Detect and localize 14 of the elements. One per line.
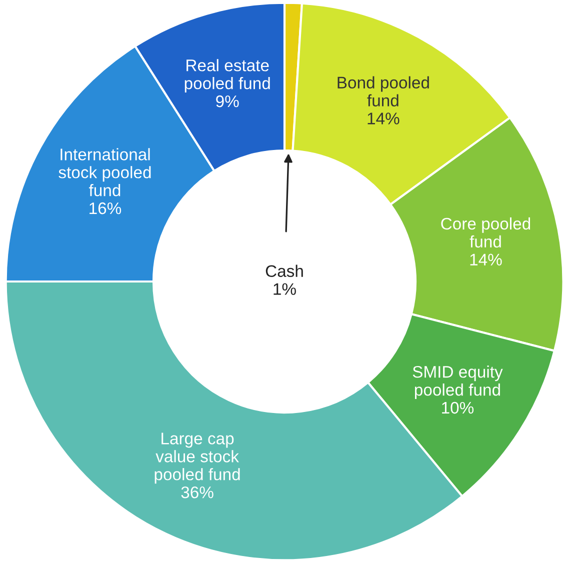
data-label: 1% — [274, 283, 296, 295]
slice-label: Core pooled fund — [441, 217, 530, 248]
slice-label: Cash — [266, 264, 303, 277]
data-label: 9% — [216, 95, 239, 108]
slice-label: SMID equity pooled fund — [412, 366, 503, 400]
slice-label: Large cap value stock pooled fund — [154, 432, 240, 484]
data-label: 16% — [90, 202, 122, 214]
data-label: 14% — [368, 112, 400, 124]
slice-label: International stock pooled fund — [58, 148, 151, 196]
data-label: 14% — [470, 254, 502, 266]
data-label: 36% — [181, 486, 214, 498]
data-label: 10% — [442, 402, 474, 414]
slice-label: Bond pooled fund — [338, 76, 429, 106]
slice-label: Real estate pooled fund — [184, 59, 270, 93]
